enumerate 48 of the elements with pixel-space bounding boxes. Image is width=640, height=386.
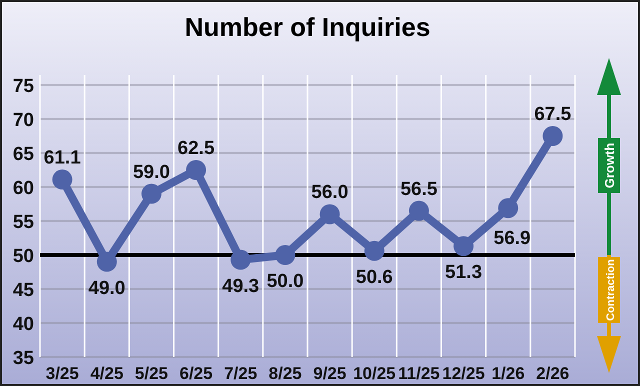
data-label: 62.5 <box>178 138 215 159</box>
data-label: 67.5 <box>534 104 572 125</box>
x-tick-label: 4/25 <box>90 364 124 383</box>
point <box>364 240 384 261</box>
data-label: 56.9 <box>494 228 531 250</box>
point <box>186 160 206 180</box>
x-tick-label: 10/25 <box>353 364 396 383</box>
y-tick-label: 45 <box>12 280 34 301</box>
y-tick-label: 35 <box>12 348 34 369</box>
point <box>230 250 251 270</box>
x-tick-label: 5/25 <box>134 364 168 383</box>
x-tick-label: 9/25 <box>313 364 346 383</box>
data-label: 59.0 <box>132 162 170 183</box>
x-tick-label: 11/25 <box>398 364 440 383</box>
x-tick-label: 12/25 <box>442 364 485 383</box>
point <box>96 252 117 272</box>
x-tick-label: 3/25 <box>46 364 79 383</box>
y-tick-label: 75 <box>12 76 34 97</box>
point <box>320 204 340 224</box>
text: Growth <box>602 142 617 188</box>
x-tick-label: 6/25 <box>179 364 213 383</box>
data-label: 50.0 <box>266 271 304 292</box>
y-tick-label: 60 <box>12 178 34 199</box>
chart-title: Number of Inquiries <box>184 12 430 42</box>
data-label: 56.5 <box>400 178 438 200</box>
x-tick-label: 1/26 <box>492 364 525 383</box>
point <box>141 184 162 204</box>
point <box>275 245 296 265</box>
data-label: 61.1 <box>44 148 82 169</box>
point <box>454 236 474 256</box>
data-label: 56.0 <box>311 182 348 204</box>
point <box>498 198 518 218</box>
data-label: 49.3 <box>222 276 260 297</box>
point <box>542 126 563 146</box>
data-label: 51.3 <box>445 262 482 284</box>
data-label: 49.0 <box>88 278 126 299</box>
x-tick-label: 2/26 <box>536 364 570 383</box>
y-tick-label: 55 <box>12 212 34 233</box>
text: Contraction <box>605 258 617 321</box>
point <box>408 200 429 221</box>
y-tick-label: 70 <box>12 110 34 131</box>
data-label: 50.6 <box>356 266 393 288</box>
point <box>52 170 72 190</box>
x-tick-label: 7/25 <box>224 364 258 383</box>
y-tick-label: 40 <box>12 314 34 335</box>
y-tick-label: 65 <box>12 144 34 165</box>
y-tick-label: 50 <box>12 246 34 267</box>
x-tick-label: 8/25 <box>268 364 302 383</box>
